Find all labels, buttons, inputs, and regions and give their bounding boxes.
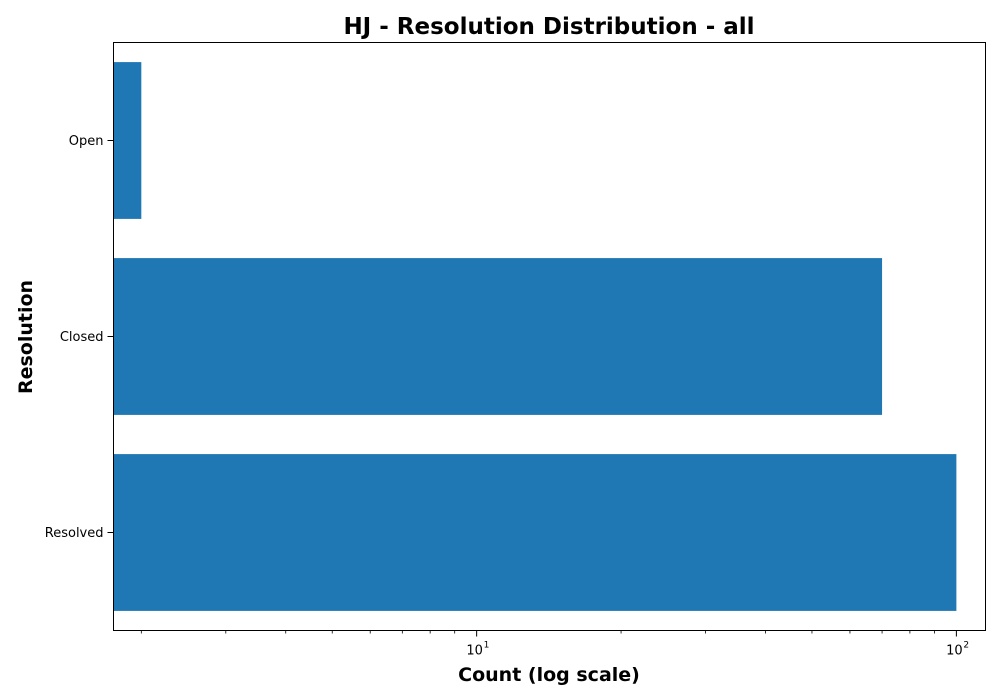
x-ticks-group: 10 1 10 2 bbox=[466, 630, 969, 659]
chart-title: HJ - Resolution Distribution - all bbox=[343, 14, 754, 40]
x-tick-label: 10 bbox=[466, 644, 483, 659]
y-tick-label: Open bbox=[69, 134, 104, 149]
x-tick-exponent: 1 bbox=[484, 641, 490, 651]
bar-resolved bbox=[113, 454, 957, 611]
plot-frame bbox=[113, 42, 986, 631]
bar-closed bbox=[113, 258, 883, 415]
x-tick-label: 10 bbox=[946, 644, 963, 659]
bars-group bbox=[113, 62, 957, 611]
y-tick-label: Closed bbox=[60, 330, 104, 345]
x-tick-exponent: 2 bbox=[963, 641, 969, 651]
y-axis-label: Resolution bbox=[15, 280, 37, 394]
y-tick-label: Resolved bbox=[45, 526, 104, 541]
x-axis-label: Count (log scale) bbox=[458, 664, 640, 686]
y-ticks-group: Open Closed Resolved bbox=[45, 134, 114, 541]
bar-open bbox=[113, 62, 142, 219]
